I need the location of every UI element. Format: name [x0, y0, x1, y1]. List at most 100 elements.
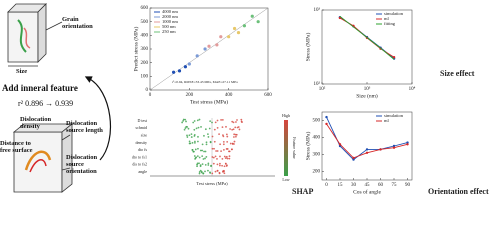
- shap-dot: [226, 164, 228, 167]
- x-tick-label: 10³: [364, 86, 371, 92]
- shap-dot: [191, 149, 194, 151]
- x-tick-label: 0: [149, 93, 152, 98]
- shap-dot: [193, 120, 196, 122]
- shap-dot: [220, 119, 222, 121]
- shap-dot: [194, 142, 196, 144]
- shap-dot: [218, 164, 221, 167]
- shap-dot: [241, 121, 243, 124]
- y-tick-label: 500: [313, 119, 321, 124]
- shap-feature: density: [135, 140, 147, 145]
- shap-feature: dto fs: [138, 147, 147, 152]
- shap-dot: [200, 170, 203, 173]
- label: Add inneral feature: [2, 83, 78, 93]
- shap-dot: [223, 155, 226, 158]
- legend-label: 500 nm: [162, 24, 176, 29]
- shap-dot: [194, 148, 197, 151]
- legend-label: 1000 nm: [162, 19, 178, 24]
- shap-dot: [212, 162, 215, 165]
- point: [352, 156, 355, 160]
- label: Distance to free surface: [0, 140, 33, 155]
- x-tick-label: 90: [405, 183, 411, 188]
- shap-dot: [214, 170, 217, 173]
- shap-dot: [211, 147, 214, 150]
- point: [250, 14, 254, 18]
- shap-dot: [184, 127, 187, 130]
- point: [203, 47, 207, 51]
- shap-dot: [193, 155, 196, 157]
- shap-dot: [186, 134, 188, 137]
- shap-dot: [231, 120, 234, 123]
- shap-dot: [216, 150, 219, 152]
- label: Grain orientation: [62, 16, 93, 31]
- shap-dot: [186, 136, 189, 138]
- x-tick-label: 600: [264, 93, 272, 98]
- shap-dot: [231, 128, 234, 131]
- shap-dot: [196, 162, 199, 165]
- label: Dislocation source orientation: [66, 154, 98, 176]
- x-tick-label: 30: [351, 183, 357, 188]
- legend-label: simulation: [384, 113, 404, 118]
- shap-dot: [194, 158, 196, 160]
- shap-dot: [202, 172, 205, 175]
- shap-dot: [213, 147, 215, 150]
- shap-dot: [205, 156, 208, 158]
- point: [232, 26, 237, 31]
- label: Size: [16, 68, 28, 75]
- shap-dot: [190, 133, 193, 136]
- shap-dot: [221, 164, 223, 167]
- figure: High Low Feature value SHAP Test stress …: [7, 3, 489, 196]
- shap-dot: [222, 148, 225, 151]
- y-tick-label: 100: [141, 74, 149, 79]
- shap-dot: [196, 155, 199, 158]
- label: Dislocation source length: [66, 120, 103, 135]
- shap-dot: [236, 119, 238, 121]
- point: [242, 24, 246, 28]
- shap-dot: [225, 148, 228, 150]
- shap-dot: [188, 140, 191, 143]
- point: [406, 141, 409, 144]
- shap-dot: [203, 134, 205, 137]
- shap-dot: [199, 169, 202, 172]
- dislocation-cube: [12, 123, 74, 193]
- x-tick-label: 400: [225, 93, 233, 98]
- annotation: r²=0.94, RMSE=33.43 MPa, MAE=27.11 MPa: [172, 80, 238, 85]
- shap-dot: [211, 172, 214, 175]
- shap-dot: [207, 169, 209, 172]
- shap-dot: [188, 134, 191, 137]
- shap-dot: [238, 128, 241, 131]
- point: [187, 62, 191, 66]
- label: Dislocation density: [20, 116, 52, 131]
- shap-dot: [185, 120, 187, 123]
- legend-label: 2000 nm: [162, 14, 178, 19]
- plot-frame: [321, 111, 413, 181]
- shap-dot: [186, 126, 189, 128]
- shap-dot: [237, 126, 240, 128]
- shap-dot: [226, 157, 229, 160]
- shap-dot: [234, 126, 237, 129]
- shap-feature: dis to fs2: [132, 162, 147, 167]
- legend-label: ml: [384, 118, 390, 123]
- shap-dot: [181, 121, 184, 124]
- shap-dot: [197, 140, 199, 143]
- reference-line: [149, 7, 269, 91]
- arrow: [84, 76, 112, 161]
- shap-dot: [229, 128, 232, 130]
- point: [338, 143, 342, 146]
- shap-dot: [196, 119, 199, 122]
- shap-title: SHAP: [292, 187, 313, 196]
- point: [236, 30, 241, 35]
- point: [352, 158, 355, 161]
- shap-dot: [216, 119, 219, 122]
- shap-dot: [199, 149, 202, 152]
- shap-dot: [222, 140, 225, 143]
- shap-dot: [213, 140, 216, 143]
- x-tick-label: 0: [325, 183, 328, 188]
- shap-dot: [240, 118, 243, 121]
- point: [392, 56, 396, 59]
- shap-dot: [209, 120, 212, 123]
- y-tick-label: 0: [146, 88, 149, 93]
- shap-dot: [228, 157, 231, 160]
- shap-dot: [207, 133, 209, 136]
- shap-dot: [204, 128, 207, 131]
- y-tick-label: 500: [141, 20, 149, 25]
